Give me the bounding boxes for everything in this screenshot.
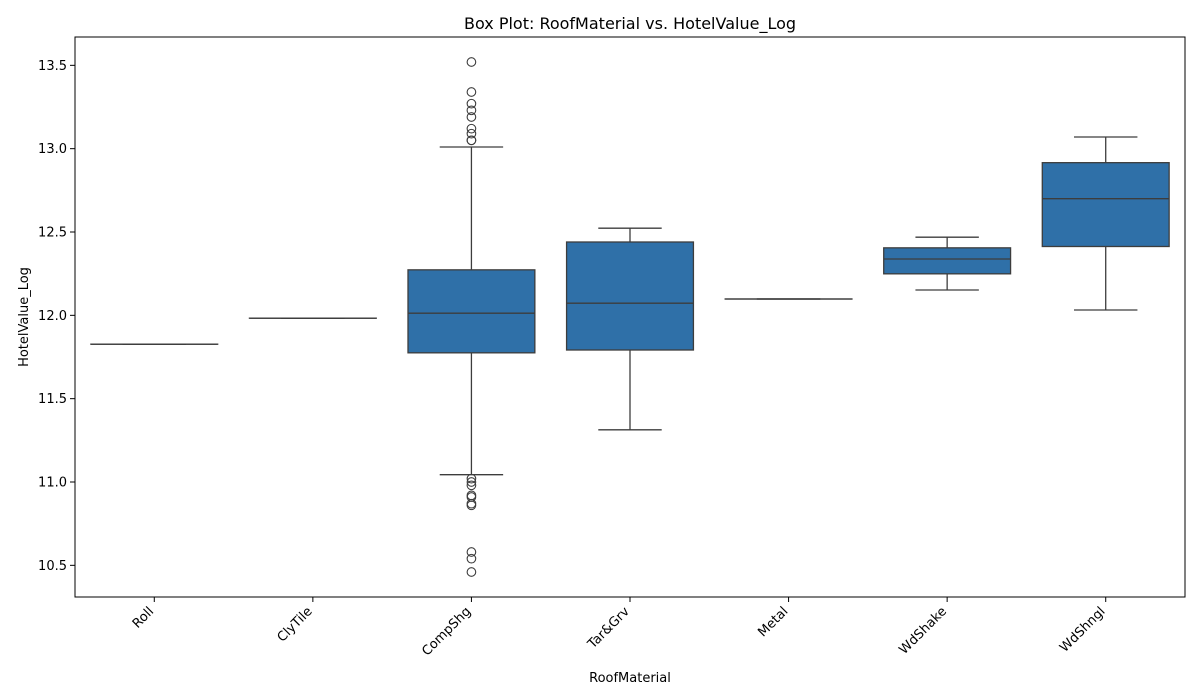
y-axis-label: HotelValue_Log — [17, 267, 32, 367]
y-tick-label: 13.0 — [38, 142, 67, 157]
outlier-point — [466, 480, 477, 491]
outlier-point — [466, 567, 477, 577]
axes-frame — [74, 36, 1186, 598]
x-tick-label: WdShngl — [1057, 604, 1108, 655]
outlier-point — [466, 473, 477, 484]
x-tick-label: CompShg — [419, 604, 474, 659]
box-compshg — [407, 269, 536, 354]
x-tick-label: Metal — [755, 604, 791, 640]
outlier-point — [466, 128, 477, 139]
x-axis-label: RoofMaterial — [589, 671, 671, 686]
outlier-point — [466, 553, 477, 564]
outlier-point — [466, 112, 477, 122]
outlier-point — [466, 87, 477, 97]
x-tick-label: ClyTile — [275, 604, 316, 645]
outlier-point — [466, 477, 477, 487]
plot-area: 10.5 11.0 11.5 12.0 12.5 13.0 13.5 Roll ClyTile C… — [38, 36, 1186, 659]
x-tick-label: WdShake — [896, 604, 949, 657]
outlier-point — [466, 547, 477, 557]
outlier-point — [466, 57, 477, 67]
box-wdshngl — [1041, 162, 1170, 248]
x-tick-label: Roll — [130, 604, 157, 631]
outlier-point — [466, 135, 477, 146]
y-tick-label: 11.5 — [38, 392, 67, 407]
y-tick-label: 12.0 — [38, 309, 67, 324]
box-wdshake — [883, 247, 1012, 275]
chart-title: Box Plot: RoofMaterial vs. HotelValue_Lo… — [464, 14, 796, 34]
outlier-point — [466, 123, 477, 134]
outlier-point — [466, 98, 477, 109]
y-tick-label: 13.5 — [38, 59, 67, 74]
y-tick-label: 12.5 — [38, 226, 67, 241]
x-tick-label: Tar&Grv — [584, 604, 633, 653]
outlier-point — [466, 105, 477, 116]
y-tick-label: 11.0 — [38, 476, 67, 491]
outlier-point — [466, 500, 477, 511]
box-tar-grv — [565, 241, 695, 351]
y-tick-label: 10.5 — [38, 559, 67, 574]
